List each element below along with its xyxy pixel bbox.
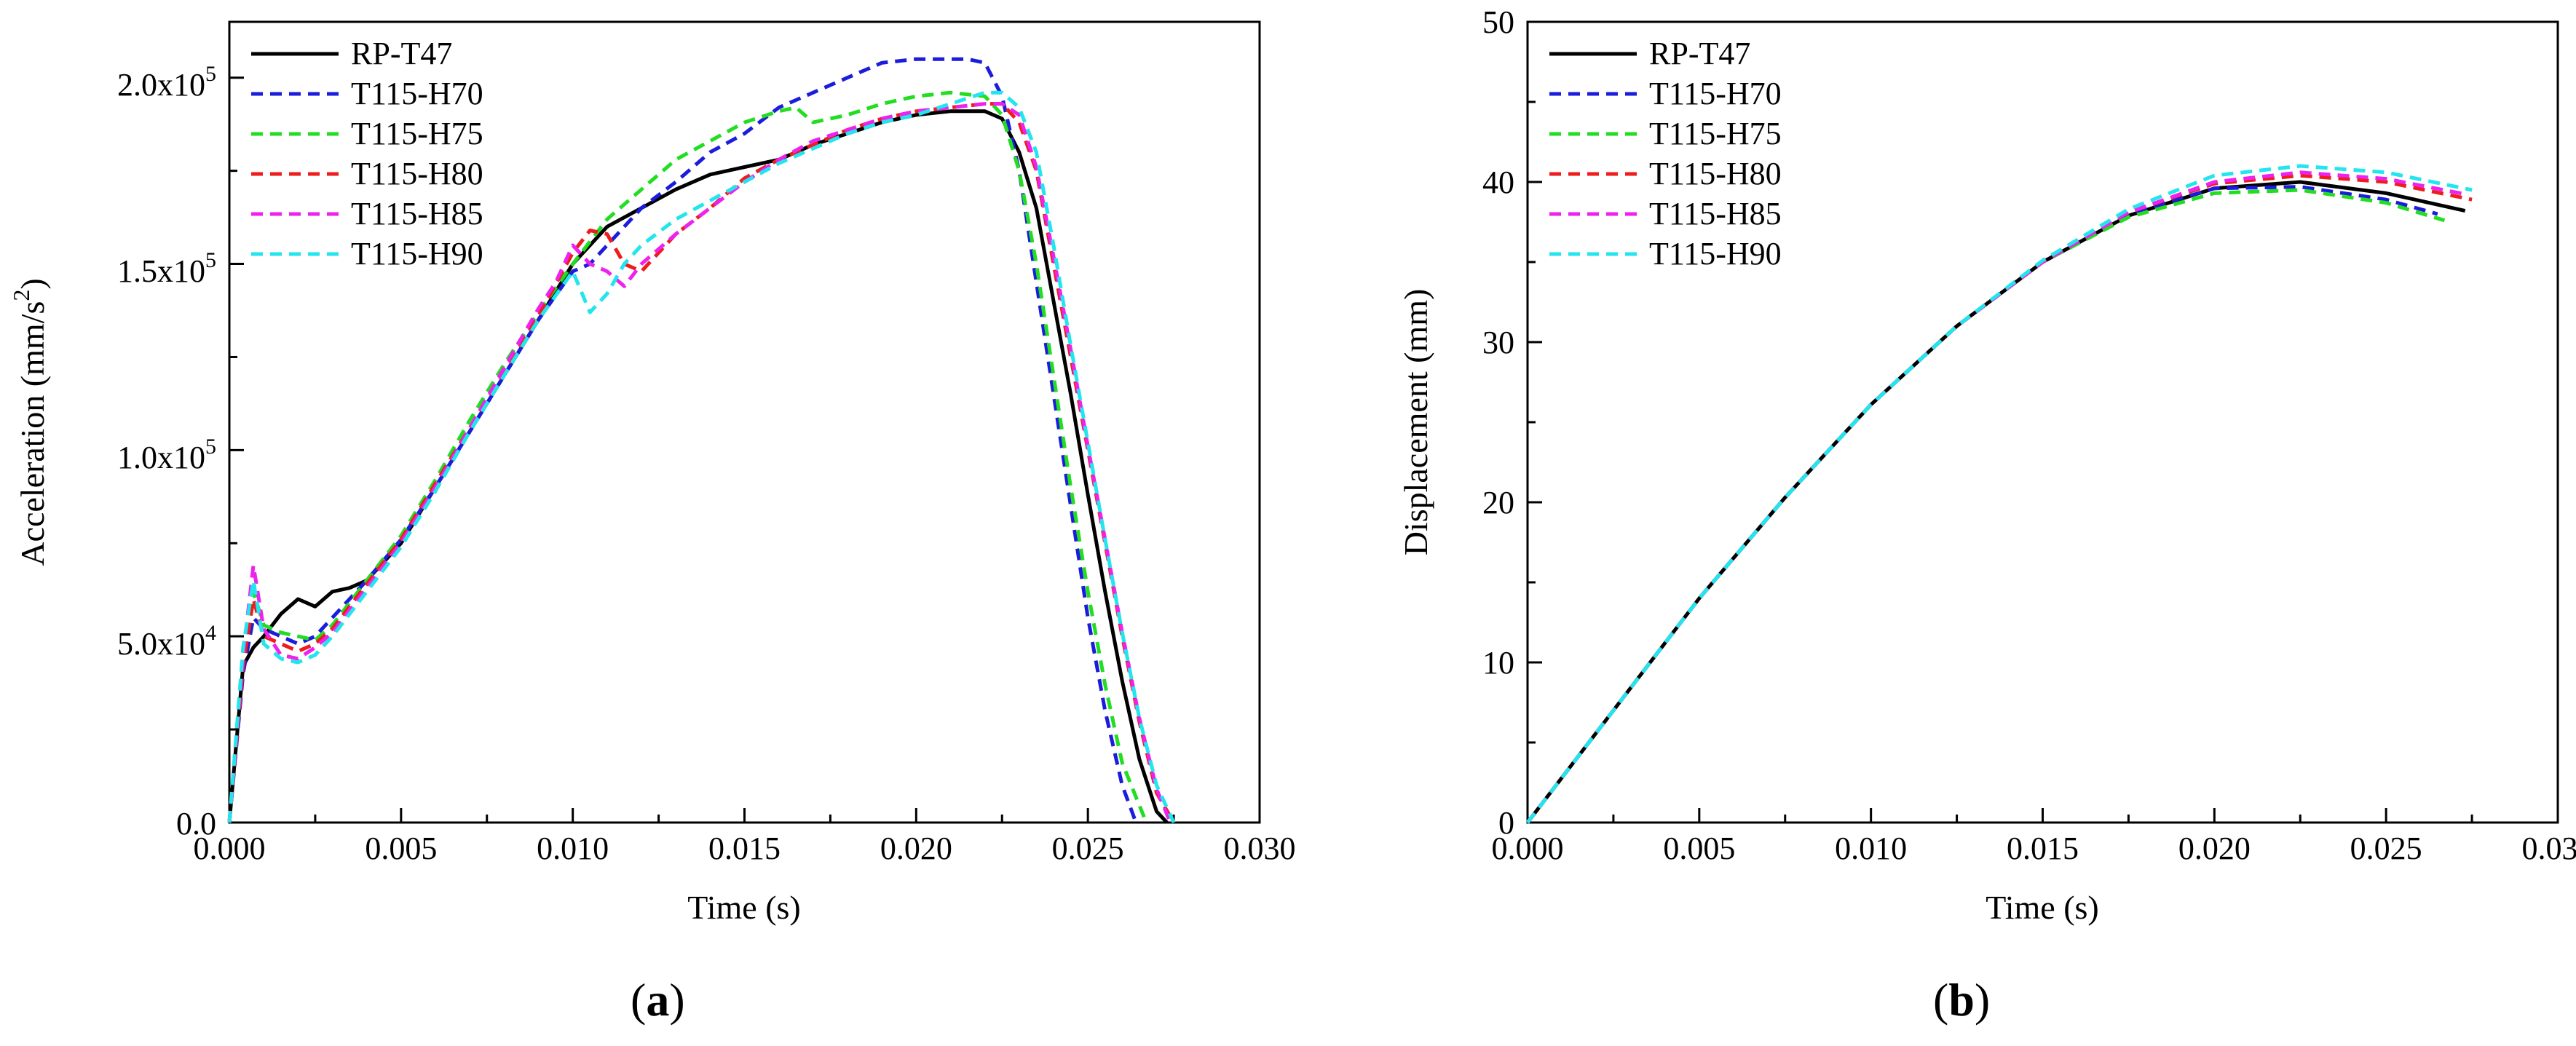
panel-a-legend: RP-T47 T115-H70 T115-H75 T115-H80 T115-H85 T1… [251, 36, 483, 272]
legend-label-T115-H70: T115-H70 [1649, 76, 1782, 111]
panel-b-x-tick-label: 0.020 [2178, 831, 2251, 866]
panel-a-x-axis-label: Time (s) [687, 889, 801, 926]
panel-b-label: (b) [1933, 974, 1990, 1026]
panel-a-x-tick-label: 0.025 [1052, 831, 1124, 866]
series-line-T115-H75 [1528, 190, 2444, 823]
panel-a-x-tick-label: 0.005 [365, 831, 437, 866]
panel-b-y-tick-label: 0 [1498, 805, 1514, 841]
legend-label-T115-H70: T115-H70 [351, 76, 483, 111]
panel-a-label: (a) [631, 974, 685, 1026]
panel-a-x-tick-label: 0.015 [708, 831, 781, 866]
legend-label-T115-H85: T115-H85 [1649, 196, 1782, 231]
panel-b-y-tick-label: 40 [1482, 165, 1514, 200]
panel-a-y-tick-label-2: 1.0x105 [117, 435, 216, 475]
panel-a-y-axis-label: Acceleration (mm/s2) [8, 278, 51, 566]
legend-label-RP-T47: RP-T47 [1649, 36, 1750, 71]
panel-b-y-tick-label: 30 [1482, 325, 1514, 360]
legend-label-T115-H90: T115-H90 [1649, 236, 1782, 272]
panel-a-x-tick-label: 0.020 [880, 831, 952, 866]
legend-label-T115-H80: T115-H80 [1649, 156, 1782, 191]
panel-b-y-tick-label: 20 [1482, 485, 1514, 520]
panel-b-x-tick-label: 0.005 [1663, 831, 1735, 866]
panel-a-y-ticks [229, 78, 244, 823]
panel-a-y-tick-label-0: 0.0 [176, 806, 216, 841]
panel-b-x-tick-label: 0.010 [1835, 831, 1907, 866]
legend-label-T115-H85: T115-H85 [351, 196, 483, 231]
series-line-RP-T47 [1528, 182, 2465, 823]
legend-label-T115-H90: T115-H90 [351, 236, 483, 272]
panel-b-x-axis-label: Time (s) [1986, 889, 2099, 926]
legend-label-RP-T47: RP-T47 [351, 36, 452, 71]
panel-b-y-ticks: 0 10 20 30 40 50 [1482, 4, 1542, 841]
panel-b-y-axis-label: Displacement (mm) [1397, 289, 1434, 556]
panel-a-y-tick-label-3: 1.5x105 [117, 248, 216, 289]
panel-a-y-tick-label-4: 2.0x105 [117, 62, 216, 103]
panel-a-x-tick-label: 0.030 [1224, 831, 1296, 866]
series-line-T115-H80 [1528, 175, 2472, 823]
panel-b-y-tick-label: 50 [1482, 4, 1514, 40]
panel-b-y-tick-label: 10 [1482, 645, 1514, 681]
panel-b-x-tick-label: 0.025 [2350, 831, 2422, 866]
legend-label-T115-H80: T115-H80 [351, 156, 483, 191]
panel-b-legend: RP-T47 T115-H70 T115-H75 T115-H80 T115-H85 T1… [1549, 36, 1782, 272]
panel-a-y-tick-label-1: 5.0x104 [117, 621, 216, 662]
panel-b-x-tick-label: 0.015 [2007, 831, 2079, 866]
legend-label-T115-H75: T115-H75 [351, 116, 483, 151]
panel-a-x-tick-label: 0.010 [537, 831, 609, 866]
legend-label-T115-H75: T115-H75 [1649, 116, 1782, 151]
panel-b-x-tick-label: 0.030 [2522, 831, 2576, 866]
series-line-T115-H70 [1528, 187, 2438, 823]
